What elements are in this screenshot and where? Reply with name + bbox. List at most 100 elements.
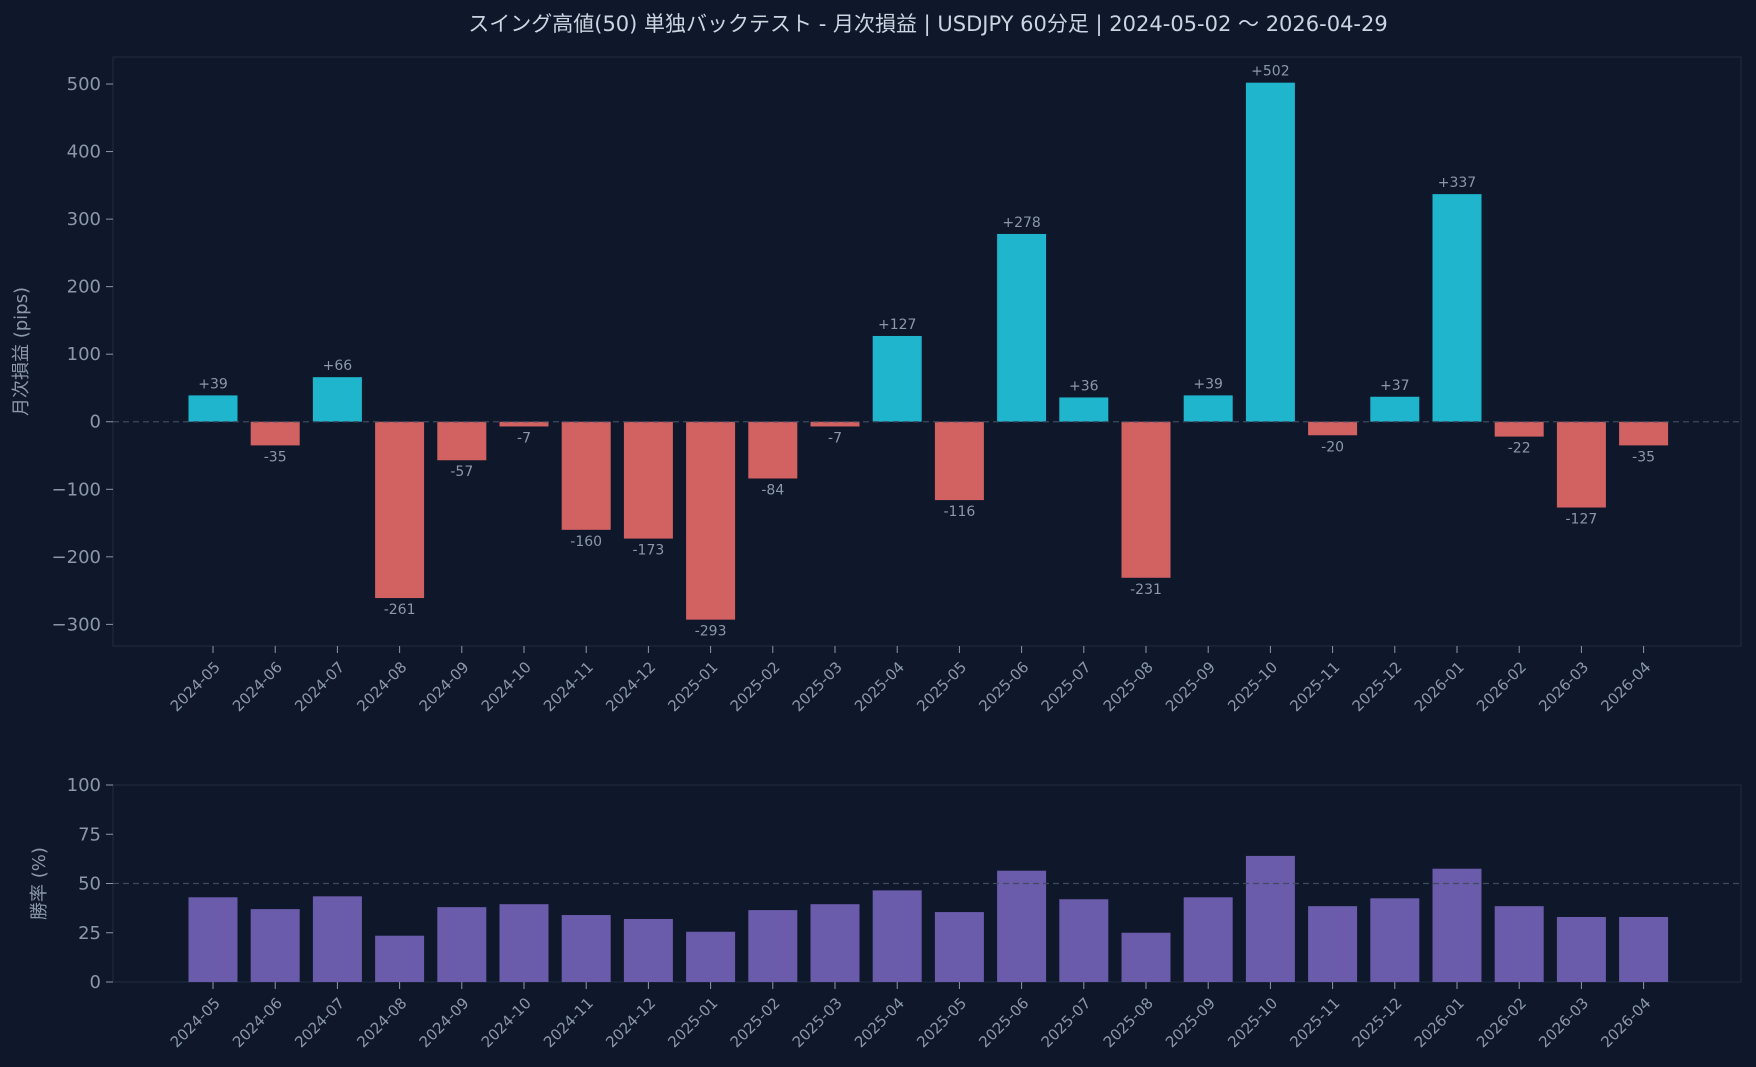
x-tick-label: 2025-10 <box>1224 658 1281 715</box>
x-tick-label: 2025-03 <box>789 994 846 1051</box>
y-tick-label: 500 <box>67 74 101 95</box>
x-tick-label: 2026-03 <box>1535 994 1592 1051</box>
data-label: -35 <box>264 449 287 465</box>
bar <box>375 421 425 599</box>
x-tick-label: 2024-06 <box>229 994 286 1051</box>
bar <box>312 896 362 982</box>
y-tick-label: −300 <box>52 614 101 635</box>
x-tick-label: 2024-12 <box>602 658 659 715</box>
data-label: -22 <box>1508 441 1531 457</box>
data-label: +39 <box>198 376 228 392</box>
bar <box>1619 916 1669 982</box>
y-tick-label: 200 <box>67 277 101 298</box>
data-label: -7 <box>517 430 531 446</box>
bar <box>1245 82 1295 422</box>
x-tick-label: 2025-11 <box>1286 658 1343 715</box>
bar <box>872 335 922 422</box>
x-tick-label: 2026-02 <box>1473 658 1530 715</box>
x-tick-label: 2025-07 <box>1038 994 1095 1051</box>
bar <box>623 918 673 982</box>
bar <box>250 909 300 982</box>
data-label: -293 <box>695 624 727 640</box>
y-tick-label: −200 <box>52 547 101 568</box>
x-tick-label: 2025-06 <box>975 994 1032 1051</box>
bar <box>1370 898 1420 982</box>
data-label: +127 <box>878 317 916 333</box>
x-tick-label: 2024-11 <box>540 994 597 1051</box>
y-axis-label: 月次損益 (pips) <box>11 287 32 416</box>
bar <box>188 395 238 422</box>
bar <box>872 890 922 982</box>
y-tick-label: 75 <box>78 824 101 845</box>
bar <box>561 915 611 982</box>
x-tick-label: 2025-09 <box>1162 994 1219 1051</box>
bar <box>810 904 860 982</box>
data-label: -20 <box>1321 439 1344 455</box>
bar <box>1121 421 1171 578</box>
x-tick-label: 2024-06 <box>229 658 286 715</box>
x-tick-label: 2026-04 <box>1597 994 1654 1051</box>
data-label: -160 <box>570 534 602 550</box>
x-tick-label: 2025-01 <box>664 658 721 715</box>
bar <box>623 421 673 539</box>
bar <box>748 910 798 982</box>
x-tick-label: 2025-08 <box>1100 994 1157 1051</box>
bar <box>810 421 860 427</box>
y-tick-label: 400 <box>67 142 101 163</box>
bar <box>1308 906 1358 982</box>
y-axis-label: 勝率 (%) <box>29 847 50 920</box>
x-tick-label: 2024-10 <box>478 994 535 1051</box>
bar <box>437 907 487 982</box>
x-tick-label: 2025-01 <box>664 994 721 1051</box>
data-label: +39 <box>1193 376 1223 392</box>
bar <box>561 421 611 530</box>
bar <box>188 897 238 982</box>
data-label: +66 <box>323 358 353 374</box>
bar <box>1245 855 1295 982</box>
bar <box>1556 916 1606 982</box>
data-label: +37 <box>1380 378 1410 394</box>
plot-frame <box>112 56 1742 647</box>
x-tick-label: 2026-01 <box>1411 658 1468 715</box>
x-tick-label: 2025-05 <box>913 994 970 1051</box>
bar <box>1432 194 1482 422</box>
bar <box>1308 421 1358 436</box>
x-tick-label: 2024-08 <box>353 994 410 1051</box>
y-tick-label: 0 <box>90 412 101 433</box>
bar <box>997 233 1047 422</box>
data-label: +502 <box>1251 64 1289 80</box>
bar <box>312 377 362 422</box>
x-tick-label: 2026-04 <box>1597 658 1654 715</box>
x-tick-label: 2025-04 <box>851 994 908 1051</box>
data-label: -84 <box>761 482 784 498</box>
x-tick-label: 2024-05 <box>167 658 224 715</box>
x-tick-label: 2026-02 <box>1473 994 1530 1051</box>
x-tick-label: 2026-01 <box>1411 994 1468 1051</box>
x-tick-label: 2024-09 <box>416 994 473 1051</box>
bar <box>375 935 425 982</box>
x-tick-label: 2025-09 <box>1162 658 1219 715</box>
x-tick-label: 2025-03 <box>789 658 846 715</box>
bar <box>250 421 300 446</box>
bar <box>934 912 984 982</box>
y-tick-label: 300 <box>67 209 101 230</box>
data-label: -7 <box>828 430 842 446</box>
bar <box>1619 421 1669 446</box>
bar <box>1432 868 1482 982</box>
pnl-chart: 500 400 300 200 100 0 −100 −200 −300 月次損益 (pips) +… <box>11 56 1742 715</box>
bar <box>1494 421 1544 437</box>
x-tick-label: 2025-12 <box>1349 994 1406 1051</box>
data-label: -231 <box>1130 582 1162 598</box>
bar <box>1183 395 1233 422</box>
data-label: +278 <box>1002 215 1040 231</box>
x-tick-label: 2024-11 <box>540 658 597 715</box>
x-tick-label: 2025-08 <box>1100 658 1157 715</box>
x-tick-label: 2025-06 <box>975 658 1032 715</box>
bar <box>1494 906 1544 982</box>
x-tick-label: 2025-04 <box>851 658 908 715</box>
bar <box>686 421 736 620</box>
x-tick-label: 2024-07 <box>291 658 348 715</box>
data-label: -57 <box>450 464 473 480</box>
bar <box>1556 421 1606 508</box>
